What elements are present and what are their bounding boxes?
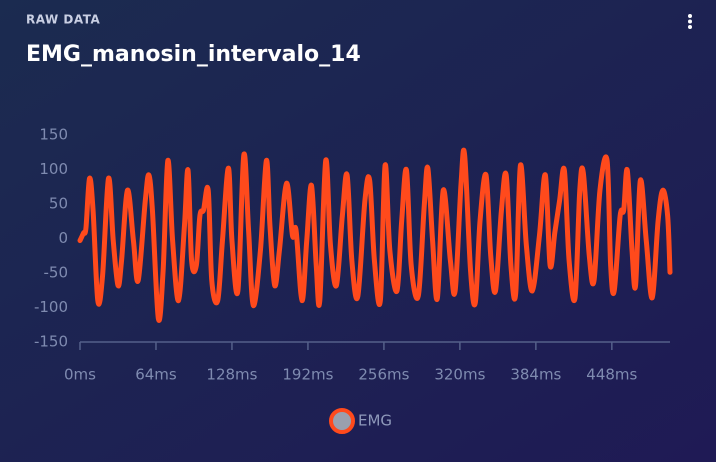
y-tick-label: 50 bbox=[49, 195, 68, 213]
y-tick-label: -100 bbox=[34, 298, 68, 316]
legend-marker bbox=[329, 408, 355, 434]
y-tick-label: 0 bbox=[58, 229, 68, 247]
menu-button[interactable] bbox=[688, 14, 692, 29]
y-tick-label: -150 bbox=[34, 333, 68, 351]
y-tick-label: 100 bbox=[39, 160, 68, 178]
x-tick-label: 384ms bbox=[510, 366, 561, 384]
data-line bbox=[77, 147, 673, 323]
x-tick-label: 256ms bbox=[358, 366, 409, 384]
y-tick-label: 150 bbox=[39, 126, 68, 144]
section-label: RAW DATA bbox=[26, 13, 100, 27]
x-tick-label: 192ms bbox=[282, 366, 333, 384]
x-tick-label: 448ms bbox=[586, 366, 637, 384]
x-tick-label: 128ms bbox=[206, 366, 257, 384]
x-tick-label: 0ms bbox=[64, 366, 96, 384]
y-tick-label: -50 bbox=[44, 264, 69, 282]
chart-title: EMG_manosin_intervalo_14 bbox=[26, 42, 361, 67]
x-tick-label: 64ms bbox=[135, 366, 177, 384]
legend-label: EMG bbox=[358, 412, 392, 430]
x-tick-label: 320ms bbox=[434, 366, 485, 384]
